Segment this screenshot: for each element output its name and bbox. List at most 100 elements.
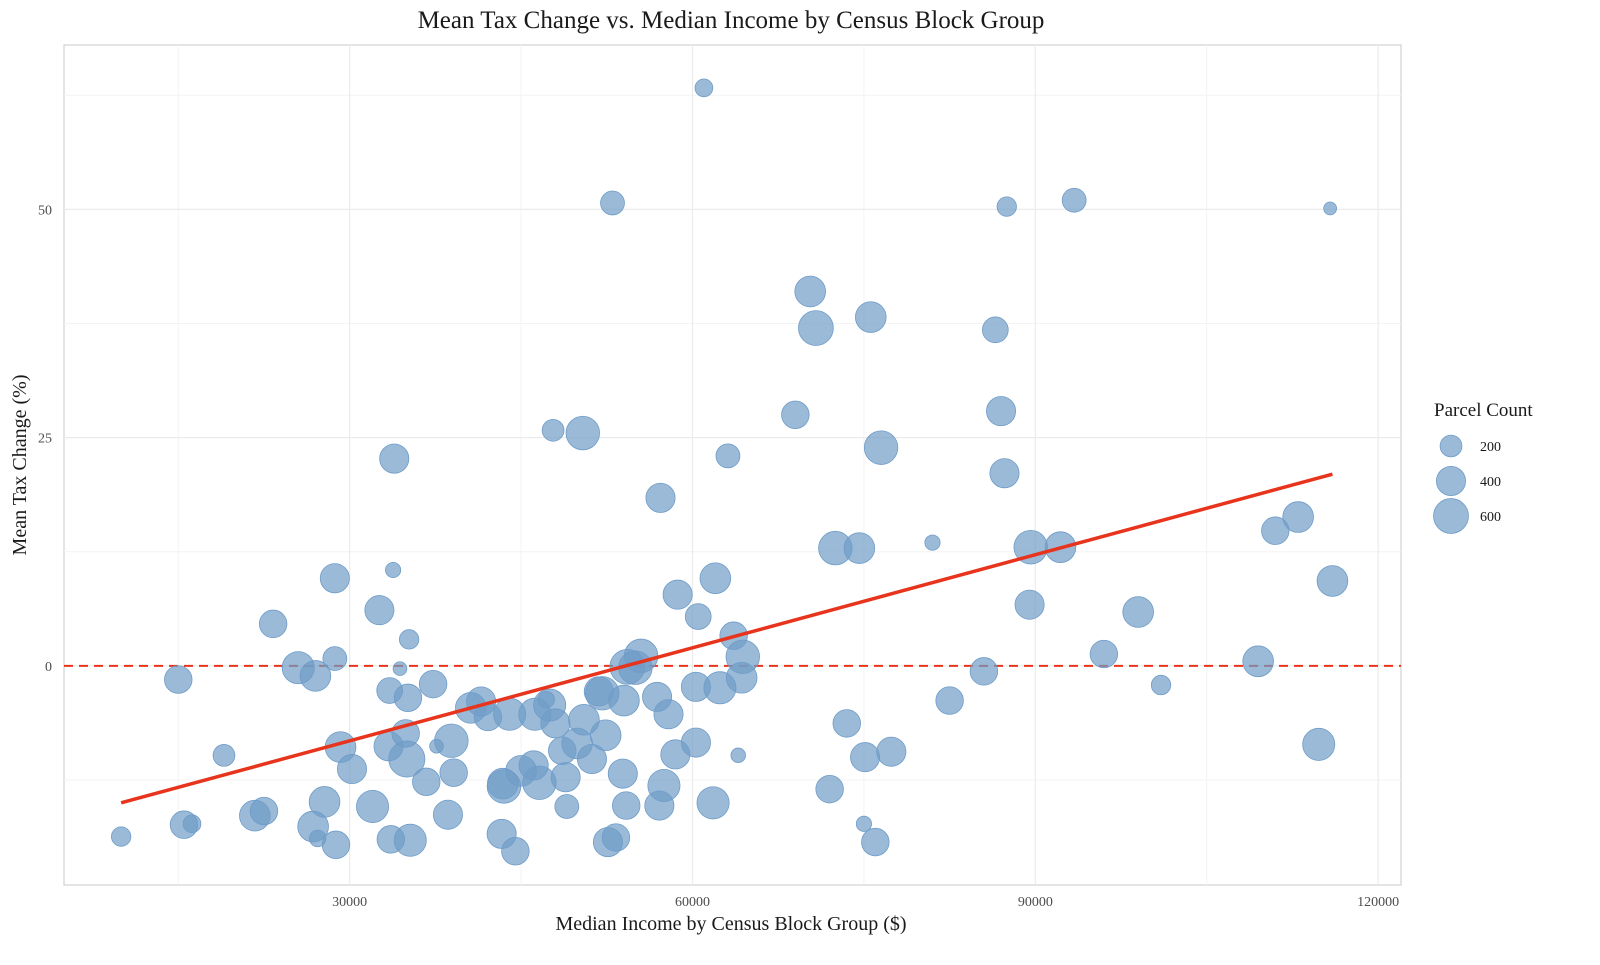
data-point <box>554 794 580 819</box>
data-point <box>550 762 581 793</box>
data-point <box>996 196 1017 217</box>
data-point <box>249 796 279 826</box>
data-point <box>412 767 441 797</box>
x-axis-title: Median Income by Census Block Group ($) <box>555 913 906 935</box>
data-point <box>876 736 907 767</box>
trend-line <box>120 472 1333 805</box>
data-point <box>392 661 408 676</box>
data-point <box>696 786 730 820</box>
trend-line-layer <box>120 472 1333 805</box>
data-point <box>935 686 964 715</box>
data-point <box>861 827 890 857</box>
data-point <box>1089 639 1119 669</box>
data-point <box>321 830 351 860</box>
legend-size-label: 600 <box>1480 510 1501 525</box>
x-tick-label: 90000 <box>1018 895 1053 910</box>
data-point <box>794 275 826 308</box>
data-point <box>308 786 341 818</box>
data-point <box>388 740 426 778</box>
data-point <box>258 609 288 639</box>
data-point <box>863 430 899 465</box>
data-point <box>601 823 631 852</box>
data-point <box>522 765 557 800</box>
data-points <box>111 78 1349 866</box>
y-tick-label: 0 <box>45 660 52 675</box>
data-point <box>1302 727 1336 761</box>
data-point <box>684 603 712 630</box>
data-point <box>336 754 367 785</box>
data-point <box>398 629 420 650</box>
x-tick-label: 60000 <box>675 895 710 910</box>
data-point <box>541 418 565 442</box>
data-point <box>182 814 202 834</box>
legend-size-key <box>1436 465 1467 496</box>
data-point <box>645 482 676 513</box>
legend-title: Parcel Count <box>1434 400 1533 421</box>
data-point <box>843 532 876 564</box>
data-point <box>434 723 469 758</box>
data-point <box>432 799 463 830</box>
y-tick-label: 50 <box>38 203 52 218</box>
data-point <box>850 742 881 773</box>
data-point <box>607 758 638 789</box>
data-point <box>319 563 350 594</box>
data-point <box>501 837 530 866</box>
data-point <box>730 747 746 764</box>
data-point <box>393 823 427 857</box>
data-point <box>600 190 625 216</box>
data-point <box>855 301 887 333</box>
data-point <box>393 683 423 713</box>
y-tick-label: 25 <box>38 432 52 447</box>
data-point <box>680 727 711 758</box>
data-point <box>364 595 395 626</box>
data-point <box>694 78 714 98</box>
data-point <box>356 789 390 823</box>
data-point <box>1261 516 1290 545</box>
data-point <box>1323 201 1338 216</box>
data-point <box>715 443 741 469</box>
legend-size-label: 200 <box>1480 440 1501 455</box>
data-point <box>212 744 236 767</box>
data-point <box>385 561 402 579</box>
x-tick-label: 30000 <box>332 895 367 910</box>
data-point <box>379 443 410 474</box>
data-point <box>653 699 684 730</box>
size-legend: Parcel Count 200 400 600 <box>1433 400 1533 534</box>
chart-title: Mean Tax Change vs. Median Income by Cen… <box>418 7 1045 34</box>
data-point <box>322 646 348 671</box>
data-point <box>299 660 332 692</box>
data-point <box>969 657 999 686</box>
data-point <box>1061 187 1087 213</box>
data-point <box>798 310 834 346</box>
data-point <box>608 684 640 717</box>
data-point <box>623 638 659 674</box>
data-point <box>855 815 872 832</box>
data-point <box>699 562 732 594</box>
data-point <box>164 665 193 694</box>
data-point <box>924 534 941 551</box>
data-point <box>781 400 810 429</box>
data-point <box>982 316 1009 344</box>
data-point <box>662 579 693 610</box>
data-point <box>589 719 622 752</box>
data-point <box>111 826 132 847</box>
y-axis-title: Mean Tax Change (%) <box>9 375 31 556</box>
data-point <box>1282 501 1314 533</box>
data-point <box>647 768 681 802</box>
data-point <box>418 669 448 699</box>
legend-size-key <box>1439 434 1463 458</box>
data-point <box>1242 645 1274 678</box>
data-point <box>576 744 607 775</box>
x-axis-ticks: 30000 60000 90000 120000 <box>332 895 1399 910</box>
data-point <box>989 458 1020 489</box>
data-point <box>986 396 1017 427</box>
data-point <box>1316 565 1349 597</box>
data-point <box>832 709 861 738</box>
data-point <box>815 774 844 804</box>
legend-size-label: 400 <box>1480 475 1501 490</box>
data-point <box>568 703 600 736</box>
data-point <box>1014 589 1045 620</box>
data-point <box>565 415 600 451</box>
data-point <box>725 639 760 674</box>
